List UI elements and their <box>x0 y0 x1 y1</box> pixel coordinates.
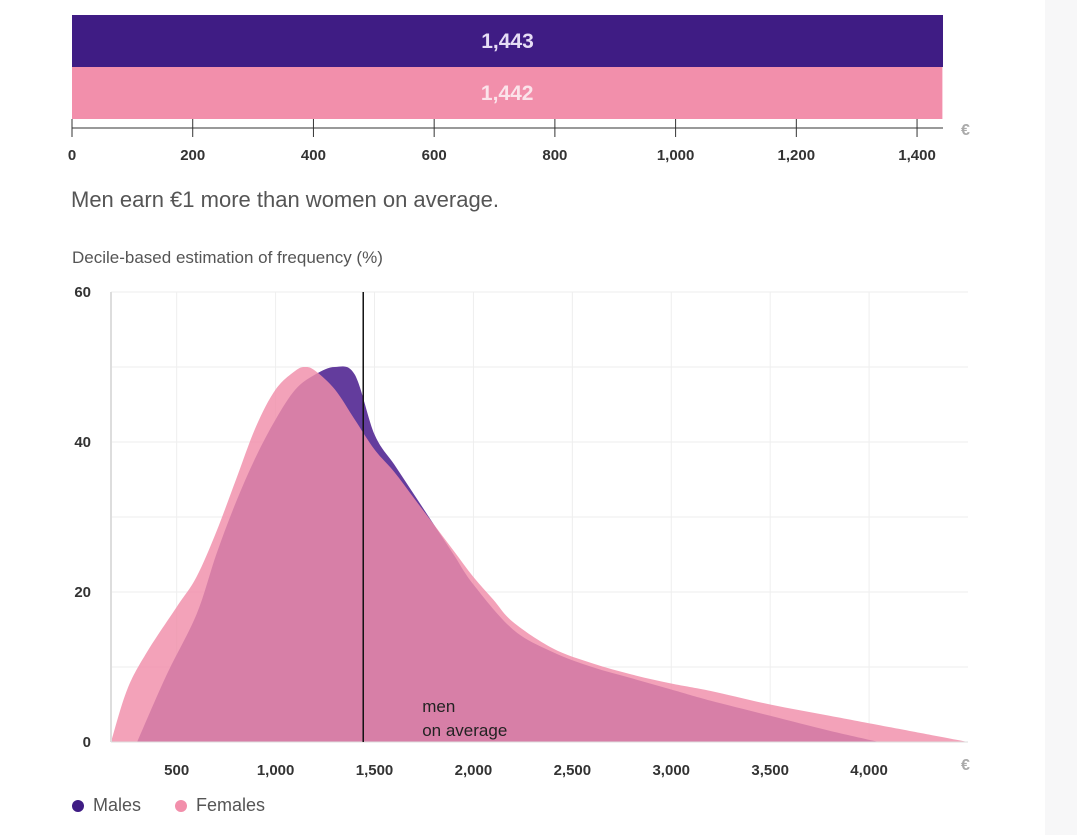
bar-tick-label: 1,400 <box>898 147 936 164</box>
men-average-label-line: on average <box>422 721 507 740</box>
legend-item-males[interactable]: Males <box>72 795 141 816</box>
bar-tick-label: 0 <box>68 147 76 164</box>
bar-tick-label: 1,200 <box>778 147 816 164</box>
legend-item-females[interactable]: Females <box>175 795 265 816</box>
bar-females[interactable] <box>72 67 943 119</box>
bar-tick-label: 600 <box>422 147 447 164</box>
distribution-x-tick-label: 2,000 <box>455 762 493 779</box>
bar-tick-label: 1,000 <box>657 147 695 164</box>
bar-tick-label: 800 <box>542 147 567 164</box>
bar-value-label-females: 1,442 <box>481 82 534 105</box>
distribution-x-tick-label: 500 <box>164 762 189 779</box>
men-average-label: men on average <box>422 697 507 740</box>
females-legend-label: Females <box>196 795 266 815</box>
distribution-y-tick-label: 40 <box>74 434 91 451</box>
page-right-margin <box>1045 0 1077 835</box>
distribution-chart-title: Decile-based estimation of frequency (%) <box>72 248 383 267</box>
distribution-x-tick-label: 1,000 <box>257 762 295 779</box>
distribution-y-tick-label: 20 <box>74 584 91 601</box>
bar-tick-label: 200 <box>180 147 205 164</box>
area-females[interactable] <box>111 367 968 742</box>
chart-legend: Males Females <box>72 795 299 816</box>
bar-tick-label: 400 <box>301 147 326 164</box>
distribution-x-tick-label: 3,000 <box>652 762 690 779</box>
distribution-y-tick-label: 60 <box>74 284 91 301</box>
men-average-label-line: men <box>422 697 455 716</box>
males-legend-dot <box>72 799 84 812</box>
distribution-x-tick-label: 3,500 <box>751 762 789 779</box>
bar-males[interactable] <box>72 15 943 67</box>
distribution-x-tick-label: 1,500 <box>356 762 394 779</box>
distribution-y-tick-label: 0 <box>83 734 91 751</box>
wage-distribution-chart: 500 1,000 1,500 2,000 2,500 3,000 3,500 4,000 0 2… <box>74 284 970 779</box>
bar-chart-x-axis-unit: € <box>961 122 970 139</box>
females-legend-dot <box>175 799 188 812</box>
distribution-x-tick-label: 4,000 <box>850 762 888 779</box>
bar-value-label-males: 1,443 <box>481 30 534 53</box>
distribution-x-axis-unit: € <box>961 757 970 774</box>
distribution-x-tick-label: 2,500 <box>554 762 592 779</box>
males-legend-label: Males <box>93 795 142 815</box>
pay-gap-summary: Men earn €1 more than women on average. <box>71 187 500 212</box>
